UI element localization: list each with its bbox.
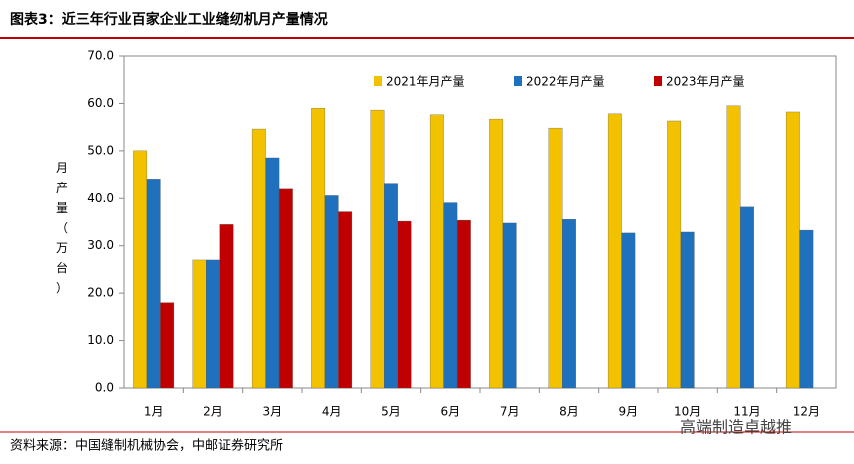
bar: [311, 108, 326, 389]
legend-swatch: [514, 76, 522, 86]
y-tick-label: 30.0: [87, 238, 114, 252]
y-tick-label: 20.0: [87, 286, 114, 300]
legend-label: 2023年月产量: [666, 75, 745, 89]
legend-swatch: [654, 76, 662, 86]
bar: [192, 259, 207, 389]
bar: [785, 111, 800, 389]
bar: [680, 231, 695, 389]
bar: [502, 222, 517, 389]
bar: [397, 220, 412, 389]
bar: [206, 259, 220, 389]
bar: [726, 105, 741, 389]
bar: [370, 109, 385, 389]
bar: [278, 188, 293, 389]
y-tick-label: 10.0: [87, 333, 114, 347]
bar: [667, 120, 682, 389]
bar: [562, 219, 576, 389]
source: 资料来源：中国缝制机械协会，中邮证券研究所: [10, 438, 283, 454]
y-tick-label: 0.0: [95, 381, 114, 395]
y-axis-label: 月产量（万台）: [56, 161, 68, 295]
legend-label: 2022年月产量: [526, 75, 605, 89]
x-tick-label: 8月: [559, 405, 579, 419]
y-tick-label: 70.0: [87, 49, 114, 63]
bar: [146, 179, 161, 389]
bar: [799, 229, 814, 389]
x-tick-label: 3月: [263, 405, 283, 419]
bar: [548, 127, 563, 389]
x-tick-label: 5月: [381, 405, 401, 419]
x-tick-label: 4月: [322, 405, 342, 419]
x-tick-label: 1月: [144, 405, 164, 419]
bar: [324, 195, 339, 389]
bar: [429, 114, 444, 389]
x-tick-label: 12月: [793, 405, 820, 419]
x-tick-label: 2月: [203, 405, 223, 419]
x-tick-label: 11月: [733, 405, 760, 419]
x-tick-label: 7月: [500, 405, 520, 419]
bar: [338, 211, 353, 389]
bar: [133, 150, 148, 389]
legend-swatch: [374, 76, 382, 86]
bar: [219, 224, 234, 389]
y-tick-label: 60.0: [87, 96, 114, 110]
bar: [384, 183, 398, 389]
chart-title: 图表3：近三年行业百家企业工业缝纫机月产量情况: [10, 11, 328, 28]
bar: [740, 206, 754, 389]
bar: [265, 157, 280, 389]
bar: [251, 128, 266, 389]
bar: [489, 118, 504, 389]
legend-label: 2021年月产量: [386, 75, 465, 89]
bar: [443, 202, 458, 389]
x-tick-label: 10月: [674, 405, 701, 419]
bar: [160, 302, 175, 389]
bar: [621, 232, 636, 389]
bar: [456, 219, 471, 389]
x-tick-label: 9月: [619, 405, 639, 419]
bar: [607, 113, 622, 389]
y-tick-label: 40.0: [87, 191, 114, 205]
y-tick-label: 50.0: [87, 143, 114, 157]
x-tick-label: 6月: [441, 405, 461, 419]
watermark: 高端制造卓越推: [680, 418, 792, 437]
